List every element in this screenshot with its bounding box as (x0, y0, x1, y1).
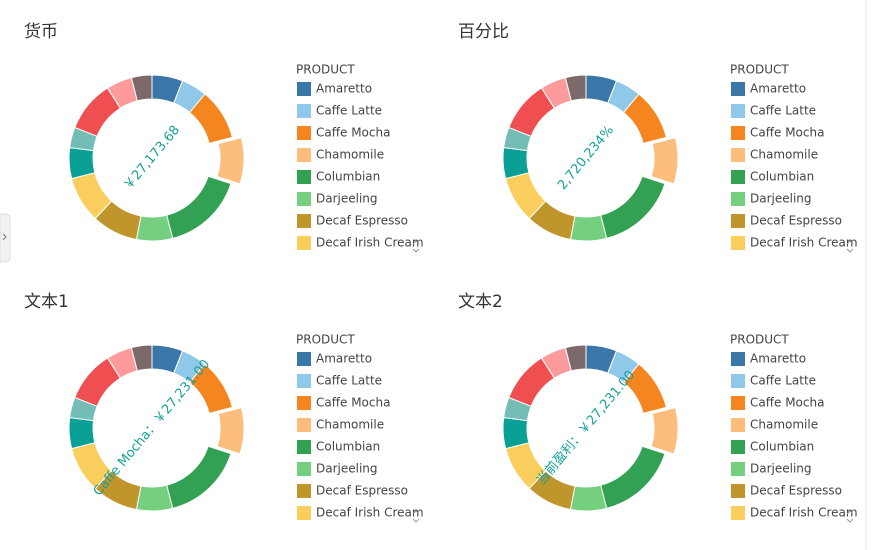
legend-label: Columbian (750, 170, 814, 184)
donut-segment (569, 484, 608, 512)
legend-label: Decaf Espresso (316, 484, 408, 498)
legend-swatch (297, 462, 311, 476)
legend-label: Caffe Latte (316, 374, 382, 388)
legend-label: Caffe Mocha (316, 126, 390, 140)
legend-swatch (297, 104, 311, 118)
legend-swatch (731, 148, 745, 162)
legend-swatch (297, 352, 311, 366)
legend-swatch (297, 484, 311, 498)
panel-title: 百分比 (458, 22, 509, 42)
legend-label: Darjeeling (316, 462, 378, 476)
donut-segment (135, 484, 174, 512)
legend-label: Amaretto (750, 352, 806, 366)
legend-label: Chamomile (750, 148, 818, 162)
legend-swatch (731, 192, 745, 206)
donut-segment (130, 344, 153, 372)
legend-label: Caffe Mocha (750, 396, 824, 410)
legend-scroll[interactable] (412, 510, 420, 523)
legend-title: PRODUCT (730, 333, 789, 347)
legend-label: Decaf Irish Cream (750, 236, 858, 250)
legend-swatch (297, 192, 311, 206)
legend-swatch (731, 236, 745, 250)
donut-segment (130, 74, 153, 102)
legend-swatch (297, 236, 311, 250)
donut-segment (68, 147, 96, 180)
legend-label: Chamomile (316, 418, 384, 432)
donut-segment (622, 363, 668, 414)
legend-swatch (731, 440, 745, 454)
legend-label: Columbian (316, 440, 380, 454)
legend-label: Darjeeling (750, 192, 812, 206)
donut-segment (569, 214, 608, 242)
legend-swatch (297, 440, 311, 454)
donut-segment (188, 93, 234, 144)
donut-segment (650, 137, 679, 185)
panel-title: 文本1 (24, 292, 69, 312)
legend-label: Caffe Latte (750, 104, 816, 118)
legend-swatch (731, 418, 745, 432)
legend-swatch (731, 396, 745, 410)
legend-swatch (297, 126, 311, 140)
donut-segment (68, 417, 96, 450)
panel-title: 文本2 (458, 292, 503, 312)
legend-label: Decaf Espresso (316, 214, 408, 228)
donut-segment (188, 363, 234, 414)
legend-label: Decaf Irish Cream (750, 506, 858, 520)
donut-segment (650, 407, 679, 455)
legend-scroll[interactable] (412, 240, 420, 253)
donut-segment (564, 344, 587, 372)
legend-swatch (297, 374, 311, 388)
legend-swatch (731, 374, 745, 388)
legend-label: Caffe Latte (750, 374, 816, 388)
legend-swatch (297, 418, 311, 432)
legend-label: Caffe Mocha (750, 126, 824, 140)
legend-swatch (297, 396, 311, 410)
legend-label: Darjeeling (316, 192, 378, 206)
legend-swatch (731, 82, 745, 96)
donut-segment (502, 417, 530, 450)
legend-title: PRODUCT (730, 63, 789, 77)
donut-segment (564, 74, 587, 102)
panel-title: 货币 (24, 22, 58, 42)
legend-label: Chamomile (316, 148, 384, 162)
legend-label: Caffe Mocha (316, 396, 390, 410)
donut-segment (216, 407, 245, 455)
legend-swatch (297, 82, 311, 96)
legend-swatch (731, 214, 745, 228)
legend-title: PRODUCT (296, 333, 355, 347)
legend-swatch (731, 104, 745, 118)
donut-segment (135, 214, 174, 242)
legend-swatch (731, 484, 745, 498)
legend-swatch (297, 506, 311, 520)
legend-label: Decaf Irish Cream (316, 236, 424, 250)
legend-label: Decaf Espresso (750, 484, 842, 498)
legend-label: Columbian (316, 170, 380, 184)
legend-label: Amaretto (316, 352, 372, 366)
legend-swatch (297, 170, 311, 184)
legend-label: Decaf Irish Cream (316, 506, 424, 520)
legend-label: Amaretto (316, 82, 372, 96)
legend-label: Columbian (750, 440, 814, 454)
legend-swatch (731, 170, 745, 184)
legend-scroll[interactable] (846, 510, 854, 523)
side-toggle-icon (2, 233, 7, 241)
legend-swatch (297, 214, 311, 228)
legend-label: Amaretto (750, 82, 806, 96)
donut-segment (502, 147, 530, 180)
legend-title: PRODUCT (296, 63, 355, 77)
legend-swatch (731, 462, 745, 476)
legend-swatch (297, 148, 311, 162)
donut-segment (216, 137, 245, 185)
legend-label: Caffe Latte (316, 104, 382, 118)
legend-label: Chamomile (750, 418, 818, 432)
legend-swatch (731, 126, 745, 140)
legend-scroll[interactable] (846, 240, 854, 253)
legend-swatch (731, 352, 745, 366)
donut-segment (622, 93, 668, 144)
legend-label: Decaf Espresso (750, 214, 842, 228)
legend-swatch (731, 506, 745, 520)
legend-label: Darjeeling (750, 462, 812, 476)
